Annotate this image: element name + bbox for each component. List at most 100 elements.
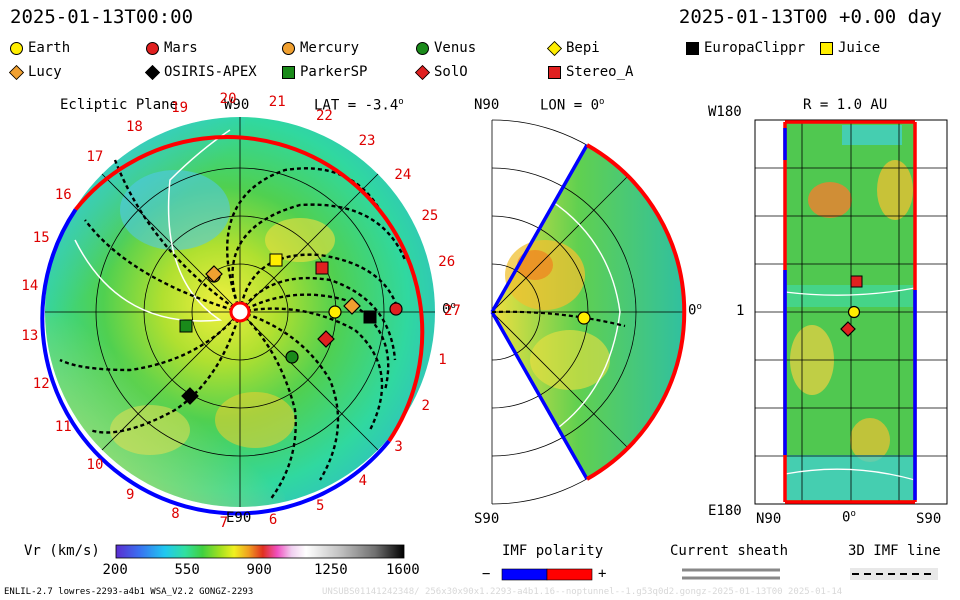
imf-line-swatch (850, 568, 938, 580)
carrington-label-25: 25 (421, 207, 439, 224)
venus-marker (285, 350, 299, 364)
stereo-a-marker (315, 261, 329, 275)
meridional-lon: LON = 0o (540, 97, 605, 114)
legend-marker-europaclippr (686, 41, 699, 55)
latlon-zero: 0o (842, 509, 856, 526)
legend-label: Venus (434, 40, 477, 56)
legend-marker-parkersp (282, 65, 295, 79)
footer-right: UNSUBS01141242348/ 256x30x90x1.2293-a4b1… (322, 587, 843, 597)
latlon-earth-marker (847, 305, 861, 319)
legend-label: OSIRIS-APEX (164, 64, 257, 80)
ecliptic-contour (74, 129, 231, 322)
legend-marker-mars (146, 41, 159, 55)
imf-minus: − (482, 566, 491, 582)
latlon-n90: N90 (756, 511, 782, 527)
ecliptic-panel (40, 117, 435, 516)
legend-label: Stereo_A (566, 64, 634, 80)
current-sheath-swatch (682, 568, 780, 580)
legend-marker-juice (820, 41, 833, 55)
carrington-label-7: 7 (219, 514, 229, 531)
mars-marker (389, 302, 403, 316)
ecliptic-boundary-positive (74, 135, 425, 443)
imf-polarity-label: IMF polarity (502, 543, 604, 559)
carrington-label-6: 6 (268, 511, 278, 528)
carrington-label-22: 22 (315, 108, 333, 125)
osiris-apex-marker (181, 387, 199, 405)
legend-marker-mercury (282, 41, 295, 55)
meridional-s90: S90 (474, 511, 500, 527)
imf-positive-bar (546, 568, 593, 581)
colorbar-tick-550: 550 (174, 562, 200, 578)
legend-label: Mars (164, 40, 198, 56)
legend-item-bepi: Bepi (546, 40, 600, 56)
legend-item-mercury: Mercury (282, 40, 359, 56)
carrington-label-14: 14 (21, 278, 39, 295)
ecliptic-title: Ecliptic Plane (60, 97, 179, 113)
latlon-solo-marker (840, 321, 856, 337)
current-sheath-label: Current sheath (670, 543, 789, 559)
latlon-e180: E180 (708, 503, 742, 519)
latlon-one: 1 (736, 303, 745, 319)
legend-item-juice: Juice (820, 40, 880, 56)
latlon-r: R = 1.0 AU (803, 97, 888, 113)
carrington-label-18: 18 (125, 119, 143, 136)
carrington-label-21: 21 (268, 94, 286, 111)
colorbar-tick-200: 200 (102, 562, 128, 578)
earth-marker (328, 305, 342, 319)
legend-label: ParkerSP (300, 64, 368, 80)
carrington-label-26: 26 (438, 254, 456, 271)
footer-left: ENLIL-2.7 lowres-2293-a4b1 WSA_V2.2 GONG… (4, 587, 254, 597)
carrington-label-2: 2 (421, 398, 430, 415)
carrington-label-12: 12 (32, 375, 50, 392)
legend-label: Mercury (300, 40, 360, 56)
ecliptic-lat: LAT = -3.4o (314, 97, 404, 114)
latlon-stereo-a-marker (850, 275, 863, 288)
legend-item-earth: Earth (10, 40, 70, 56)
latlon-panel (754, 119, 948, 505)
legend-marker-venus (416, 41, 429, 55)
legend-item-stereo_a: Stereo_A (548, 64, 633, 80)
carrington-label-20: 20 (219, 91, 237, 108)
carrington-label-8: 8 (171, 506, 180, 523)
legend-label: Juice (838, 40, 881, 56)
carrington-label-23: 23 (358, 132, 376, 149)
europaclippr-marker (363, 310, 377, 324)
carrington-label-9: 9 (126, 486, 135, 503)
legend-item-europaclippr: EuropaClippr (686, 40, 805, 56)
meridional-zero: 0o (688, 302, 702, 319)
carrington-label-17: 17 (86, 148, 104, 165)
carrington-label-11: 11 (54, 419, 72, 436)
meridional-panel (490, 119, 687, 505)
sun-icon (229, 301, 251, 323)
imf-plus: + (598, 566, 607, 582)
imf-negative-bar (501, 568, 548, 581)
ecliptic-zero: 0o (442, 301, 456, 318)
carrington-label-19: 19 (171, 99, 189, 116)
ecliptic-e90: E90 (226, 510, 252, 526)
carrington-label-27: 27 (444, 302, 461, 319)
parkersp-marker (179, 319, 193, 333)
carrington-label-16: 16 (54, 186, 72, 203)
header-left-time: 2025-01-13T00:00 (10, 6, 194, 28)
carrington-label-10: 10 (86, 457, 104, 474)
latlon-w180: W180 (708, 104, 742, 120)
header-right-time: 2025-01-13T00 +0.00 day (678, 6, 942, 28)
ecliptic-w90: W90 (224, 97, 250, 113)
legend-label: EuropaClippr (704, 40, 806, 56)
carrington-label-1: 1 (438, 351, 447, 368)
ecliptic-boundary-negative (40, 208, 391, 516)
legend-item-osiris-apex: OSIRIS-APEX (144, 64, 257, 80)
colorbar-tick-1250: 1250 (314, 562, 348, 578)
solo-marker (317, 330, 335, 348)
colorbar-tick-900: 900 (246, 562, 272, 578)
lucy-marker (205, 265, 223, 283)
legend-item-solo: SolO (414, 64, 468, 80)
legend-label: Earth (28, 40, 71, 56)
colorbar-tick-1600: 1600 (386, 562, 420, 578)
carrington-label-15: 15 (32, 230, 50, 247)
legend-label: Lucy (28, 64, 62, 80)
carrington-label-5: 5 (315, 497, 325, 514)
carrington-label-3: 3 (394, 439, 403, 456)
legend-item-venus: Venus (416, 40, 476, 56)
